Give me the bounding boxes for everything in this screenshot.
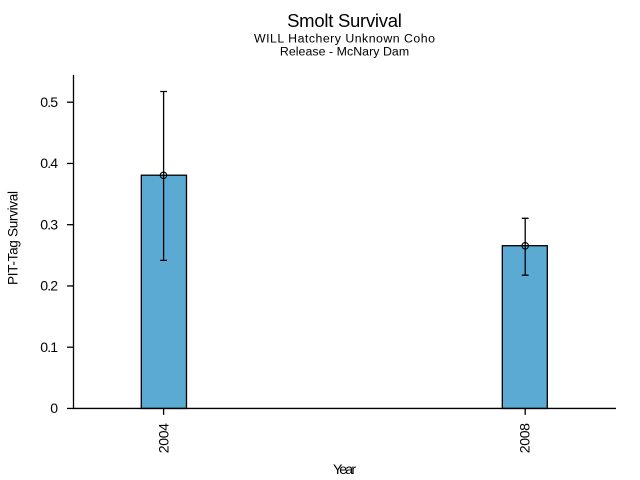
svg-text:WILL Hatchery Unknown Coho: WILL Hatchery Unknown Coho xyxy=(254,31,435,45)
svg-text:0.5: 0.5 xyxy=(40,94,58,110)
svg-text:Smolt Survival: Smolt Survival xyxy=(287,10,402,31)
svg-text:2004: 2004 xyxy=(155,423,171,453)
svg-text:0.1: 0.1 xyxy=(40,339,58,355)
svg-text:0: 0 xyxy=(50,400,58,416)
svg-text:0.2: 0.2 xyxy=(40,278,58,294)
svg-text:Year: Year xyxy=(333,461,356,477)
svg-text:Release - McNary Dam: Release - McNary Dam xyxy=(280,45,409,59)
svg-text:PIT-Tag Survival: PIT-Tag Survival xyxy=(6,191,21,285)
svg-text:0.4: 0.4 xyxy=(40,155,58,171)
svg-text:2008: 2008 xyxy=(517,423,533,453)
svg-text:0.3: 0.3 xyxy=(40,216,58,232)
